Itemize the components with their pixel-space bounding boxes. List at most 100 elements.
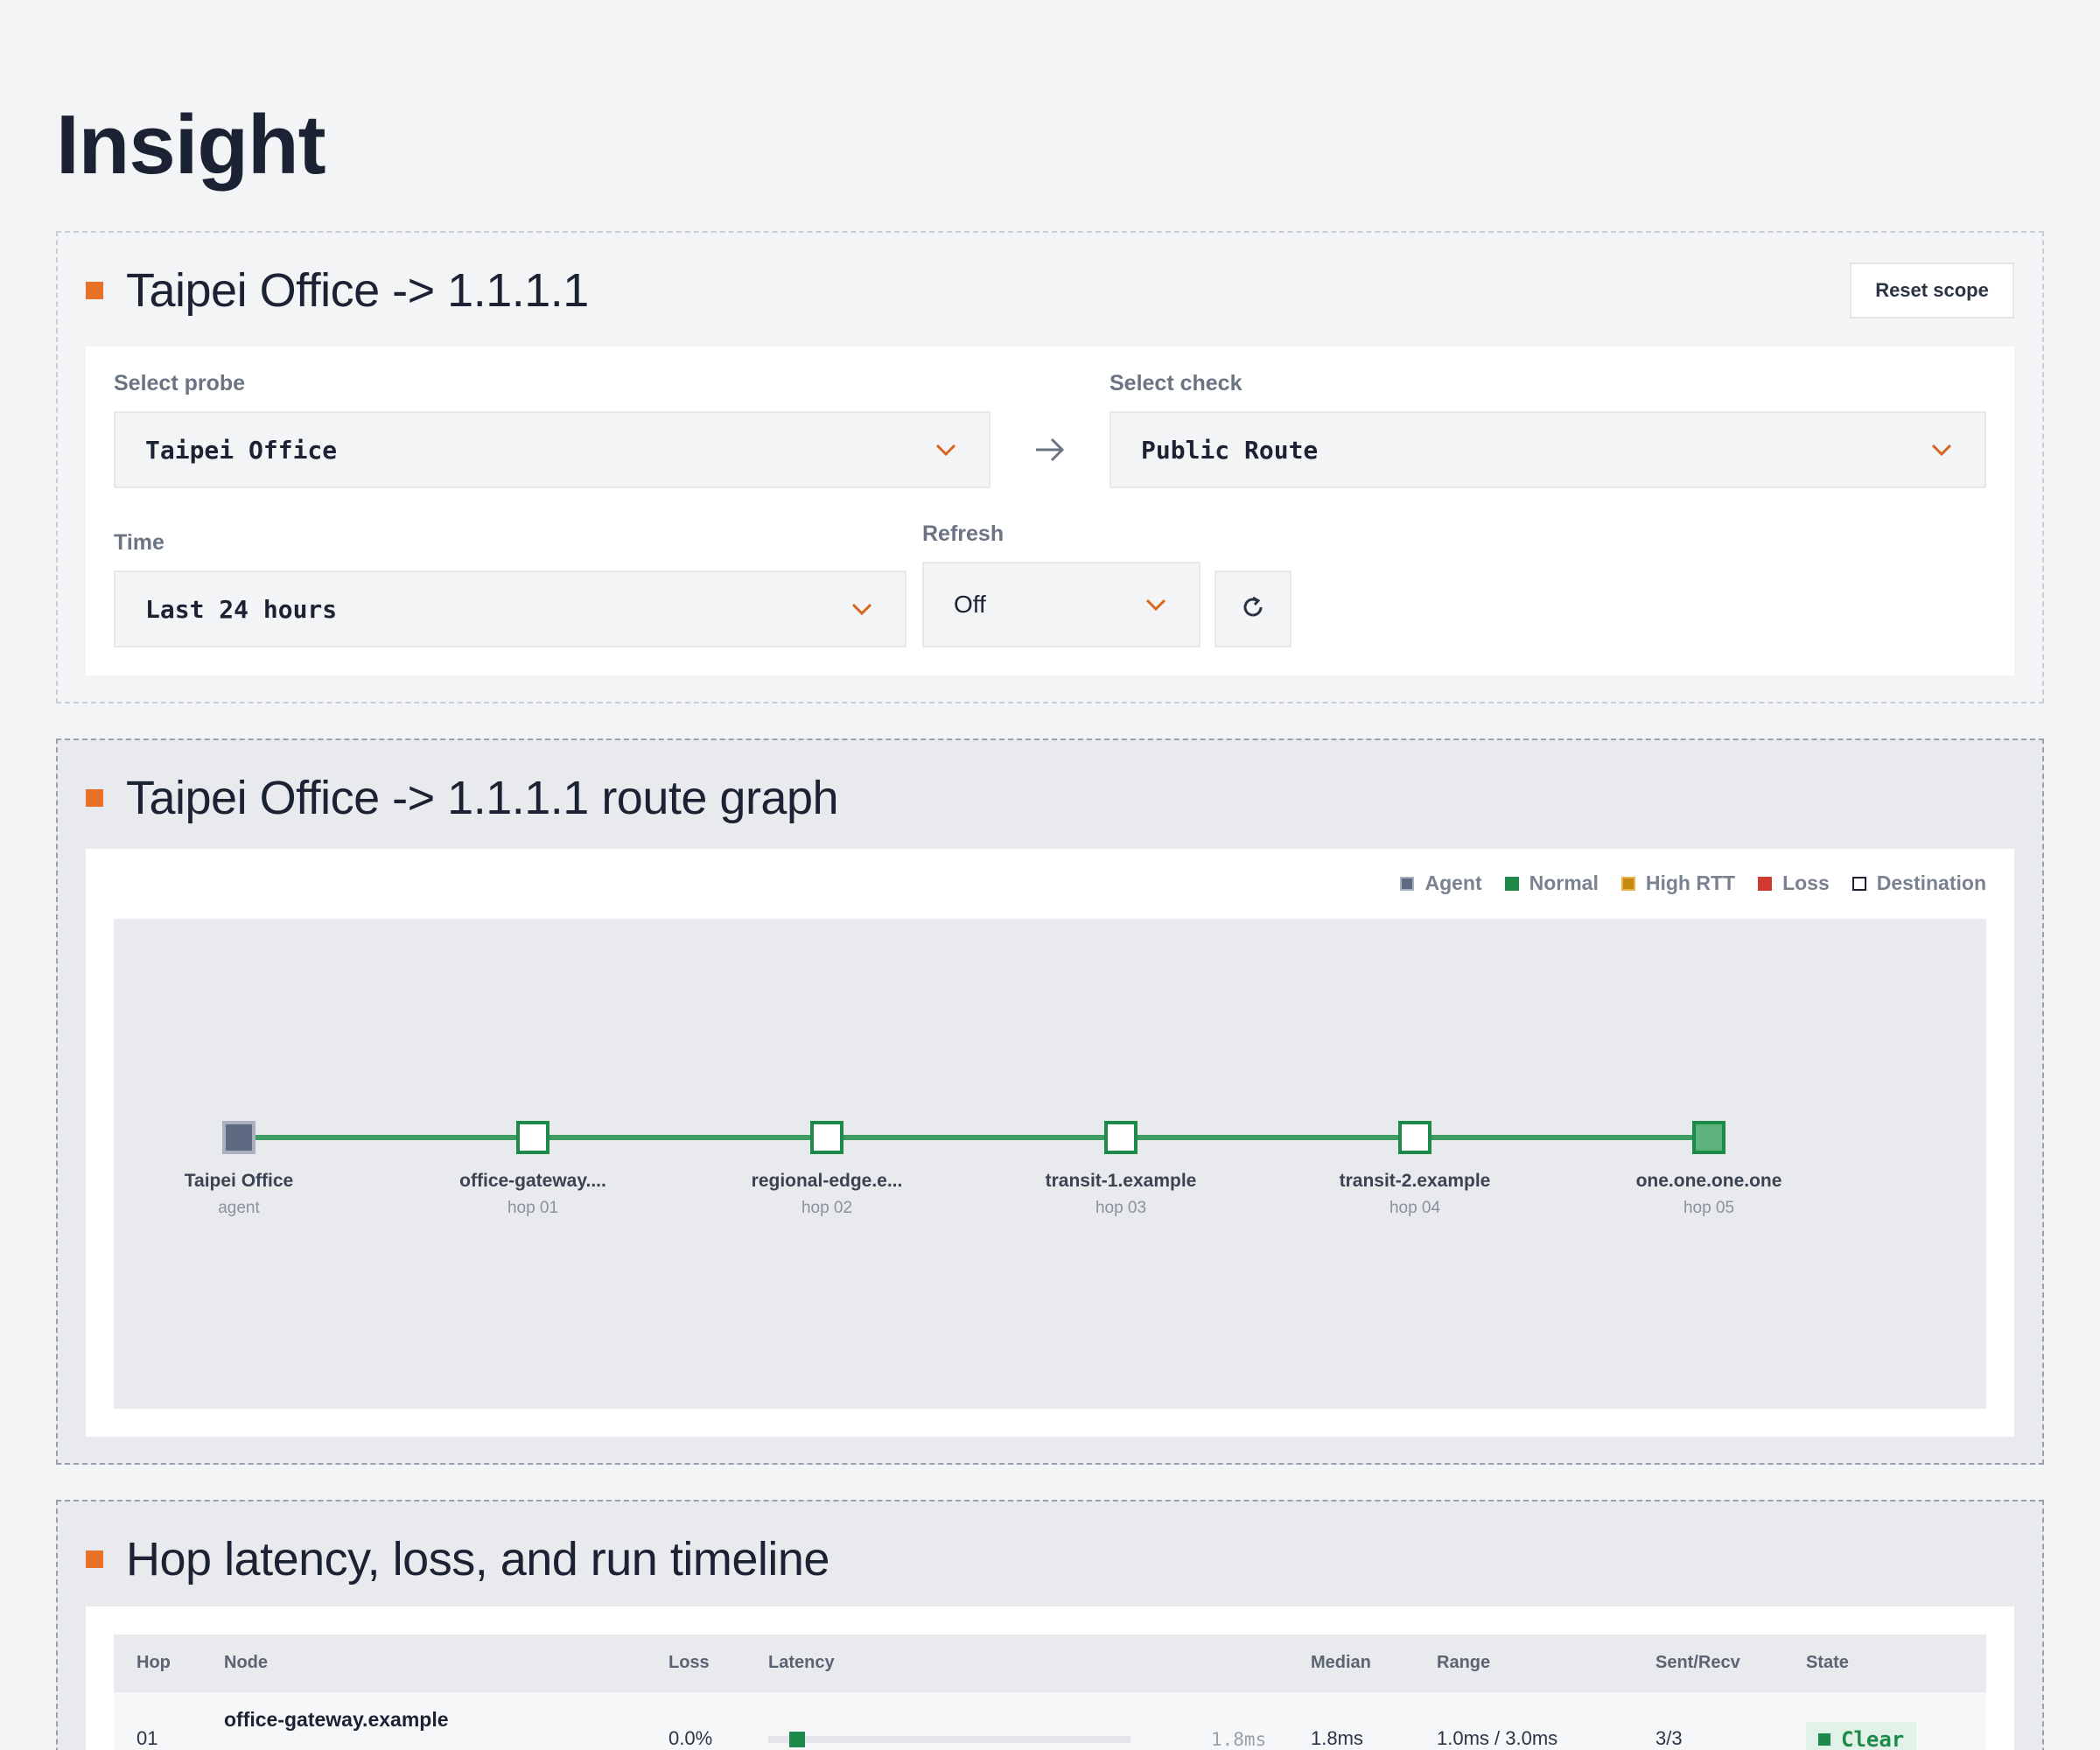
node-name: transit-2.example [1339, 1171, 1491, 1191]
col-hop: Hop [136, 1653, 171, 1672]
legend-label: High RTT [1645, 872, 1736, 894]
col-latency: Latency [768, 1653, 835, 1672]
sent-recv-cell: 3/3 [1656, 1727, 1683, 1749]
latency-marker [788, 1732, 805, 1747]
refresh-label: Refresh [922, 522, 1004, 546]
loss-cell: 0.0% [668, 1727, 713, 1749]
section-marker [86, 789, 103, 807]
node-sub: hop 02 [801, 1199, 853, 1217]
route-graph-section: Taipei Office -> 1.1.1.1 route graph Age… [56, 738, 2044, 1465]
legend-label: Normal [1529, 872, 1599, 894]
time-select[interactable]: Last 24 hours [114, 570, 906, 648]
timeline-section: Hop latency, loss, and run timeline Hop … [56, 1500, 2044, 1750]
refresh-icon [1240, 594, 1266, 625]
probe-select[interactable]: Taipei Office [114, 411, 990, 488]
reset-scope-button[interactable]: Reset scope [1850, 262, 2014, 318]
route-node-destination[interactable] [1692, 1121, 1726, 1154]
status-square-icon [1818, 1733, 1830, 1746]
graph-legend: Agent Normal High RTT Loss Destination [1400, 872, 1986, 895]
route-node-label: one.one.one.one hop 05 [1604, 1171, 1814, 1218]
latency-bar [768, 1736, 1130, 1743]
route-node-label: Taipei Office agent [134, 1171, 344, 1218]
route-graph-svg [222, 1121, 1726, 1154]
route-graph-canvas[interactable]: Taipei Office agent office-gateway.... hop … [114, 919, 1986, 1409]
node-name: regional-edge.e... [751, 1171, 903, 1191]
arrow-right-icon [1034, 436, 1066, 468]
legend-label: Loss [1782, 872, 1830, 894]
route-node-label: office-gateway.... hop 01 [428, 1171, 638, 1218]
route-node-agent[interactable] [222, 1121, 256, 1154]
node-sub: hop 05 [1683, 1199, 1735, 1217]
probe-value: Taipei Office [145, 435, 338, 465]
section-marker [86, 1550, 103, 1568]
node-sub: hop 03 [1095, 1199, 1147, 1217]
scope-header: Taipei Office -> 1.1.1.1 [86, 264, 589, 317]
hop-table-header: Hop Node Loss Latency Median Range Sent/… [114, 1634, 1986, 1690]
node-sub: agent [218, 1199, 260, 1217]
loss-swatch-icon [1758, 876, 1773, 891]
page-title: Insight [56, 98, 326, 192]
chevron-down-icon [934, 438, 957, 461]
legend-item-destination: Destination [1852, 872, 1986, 895]
time-label: Time [114, 530, 164, 555]
check-label: Select check [1110, 371, 1242, 396]
route-node-label: transit-1.example hop 03 [1016, 1171, 1226, 1218]
node-cell: office-gateway.example [224, 1708, 449, 1731]
route-node-label: transit-2.example hop 04 [1310, 1171, 1520, 1218]
col-range: Range [1437, 1653, 1491, 1672]
range-cell: 1.0ms / 3.0ms [1437, 1727, 1558, 1749]
destination-swatch-icon [1852, 876, 1866, 891]
scope-panel: Select probe Taipei Office Select check … [86, 346, 2014, 676]
high-rtt-swatch-icon [1620, 876, 1635, 891]
node-name: office-gateway.... [459, 1171, 606, 1191]
chevron-down-icon [850, 598, 873, 620]
hop-cell: 01 [136, 1727, 158, 1749]
legend-item-loss: Loss [1758, 872, 1830, 895]
scope-title: Taipei Office -> 1.1.1.1 [126, 264, 589, 317]
legend-label: Destination [1876, 872, 1986, 894]
chevron-down-icon [1930, 438, 1953, 461]
legend-label: Agent [1424, 872, 1482, 894]
col-median: Median [1311, 1653, 1371, 1672]
status-badge: Clear [1806, 1722, 1917, 1750]
latency-value: 1.8ms [1211, 1729, 1267, 1750]
agent-swatch-icon [1400, 876, 1415, 891]
time-value: Last 24 hours [145, 594, 338, 624]
refresh-now-button[interactable] [1214, 570, 1292, 648]
status-text: Clear [1841, 1727, 1905, 1750]
chevron-down-icon [1144, 593, 1167, 616]
col-loss: Loss [668, 1653, 710, 1672]
route-node-hop[interactable] [1398, 1121, 1432, 1154]
refresh-select[interactable]: Off [922, 562, 1200, 648]
col-sent-recv: Sent/Recv [1656, 1653, 1740, 1672]
col-node: Node [224, 1653, 268, 1672]
check-select[interactable]: Public Route [1110, 411, 1986, 488]
node-sub: hop 04 [1389, 1199, 1441, 1217]
node-name: transit-1.example [1045, 1171, 1197, 1191]
route-graph-panel: Agent Normal High RTT Loss Destination T… [86, 849, 2014, 1437]
hop-table: Hop Node Loss Latency Median Range Sent/… [114, 1634, 1986, 1750]
node-sub: hop 01 [507, 1199, 559, 1217]
probe-label: Select probe [114, 371, 246, 396]
node-name: one.one.one.one [1635, 1171, 1782, 1191]
legend-item-agent: Agent [1400, 872, 1482, 895]
section-marker [86, 282, 103, 299]
median-cell: 1.8ms [1311, 1727, 1363, 1749]
route-node-hop[interactable] [810, 1121, 844, 1154]
route-node-hop[interactable] [1104, 1121, 1138, 1154]
check-value: Public Route [1141, 435, 1319, 465]
route-node-label: regional-edge.e... hop 02 [722, 1171, 932, 1218]
route-node-hop[interactable] [516, 1121, 550, 1154]
col-state: State [1806, 1653, 1849, 1672]
timeline-header: Hop latency, loss, and run timeline [86, 1533, 830, 1586]
route-graph-title: Taipei Office -> 1.1.1.1 route graph [126, 772, 839, 824]
timeline-title: Hop latency, loss, and run timeline [126, 1533, 830, 1586]
refresh-value: Off [954, 591, 986, 618]
legend-item-normal: Normal [1504, 872, 1599, 895]
scope-section: Taipei Office -> 1.1.1.1 Reset scope Sel… [56, 231, 2044, 704]
table-row[interactable]: 01 office-gateway.example 0.0% 1.8ms 1.8… [114, 1690, 1986, 1750]
legend-item-high-rtt: High RTT [1620, 872, 1736, 895]
node-name: Taipei Office [184, 1171, 294, 1191]
timeline-panel: Hop Node Loss Latency Median Range Sent/… [86, 1606, 2014, 1750]
normal-swatch-icon [1504, 876, 1519, 891]
